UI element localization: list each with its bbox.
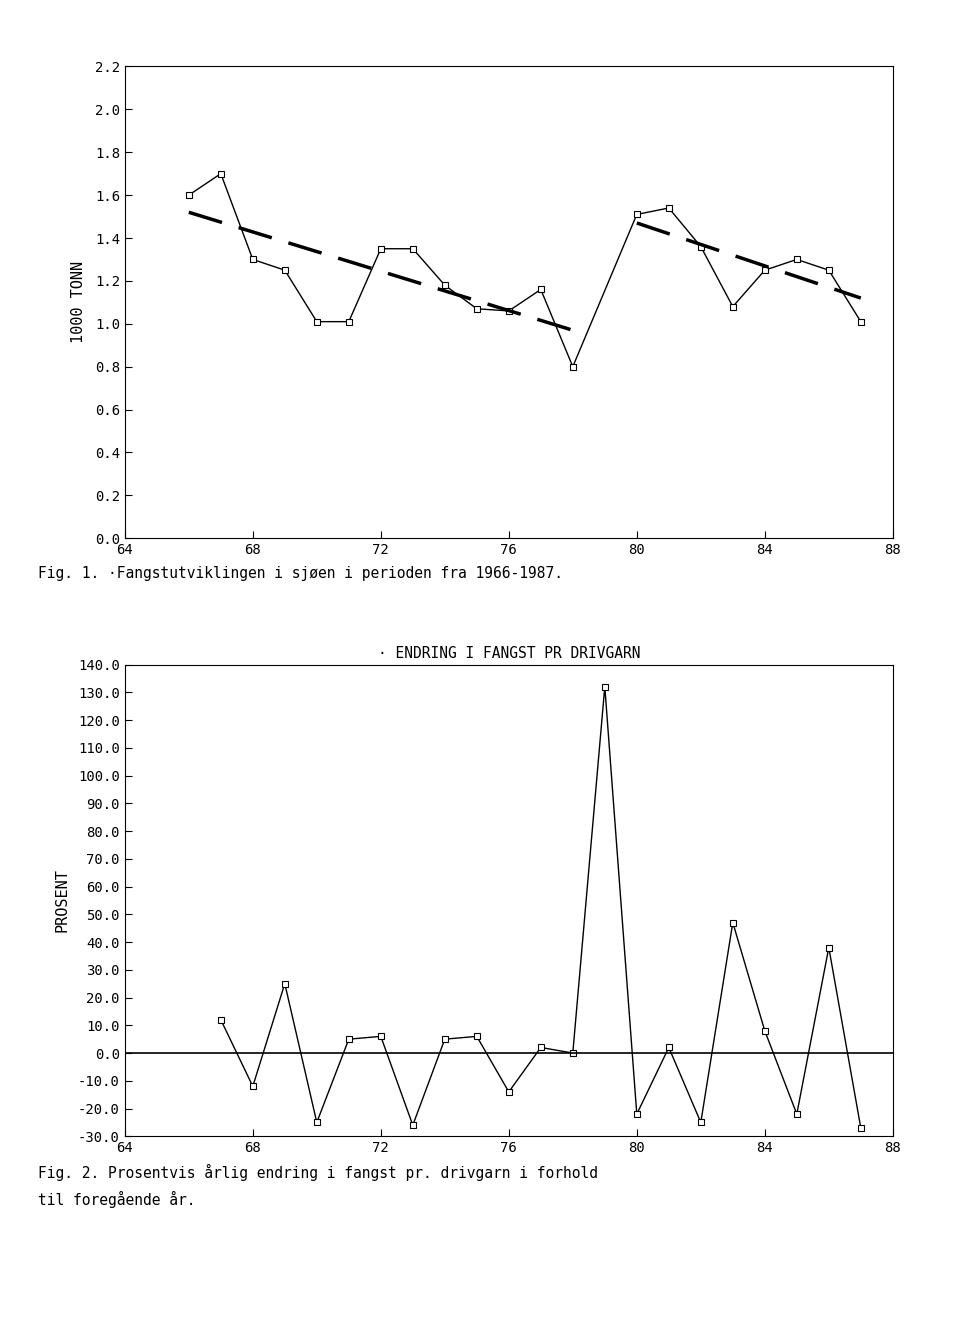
- Text: Fig. 2. Prosentvis årlig endring i fangst pr. drivgarn i forhold: Fig. 2. Prosentvis årlig endring i fangs…: [38, 1164, 598, 1181]
- Y-axis label: 1000 TONN: 1000 TONN: [71, 262, 86, 343]
- Y-axis label: PROSENT: PROSENT: [55, 868, 70, 933]
- Title: · ENDRING I FANGST PR DRIVGARN: · ENDRING I FANGST PR DRIVGARN: [377, 646, 640, 661]
- Text: Fig. 1. ·Fangstutviklingen i sjøen i perioden fra 1966-1987.: Fig. 1. ·Fangstutviklingen i sjøen i per…: [38, 566, 564, 581]
- Text: til foregående år.: til foregående år.: [38, 1191, 196, 1208]
